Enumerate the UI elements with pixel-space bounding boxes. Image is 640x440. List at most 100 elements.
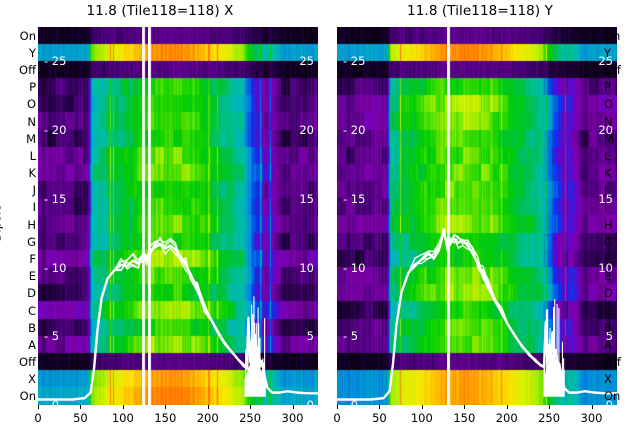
- panel-y-plot-area[interactable]: - 25 - 20 - 15 - 10 - 5 - 0 25 20 15 10 5 0: [337, 27, 617, 405]
- y-category-label-left-l-7: L: [29, 148, 36, 163]
- y-category-label-left-k-8: K: [28, 166, 36, 180]
- panel-y-xtick-mark: [506, 405, 508, 409]
- panel-y-xtick-label: 200: [495, 411, 518, 425]
- panel-x-xtick-mark: [292, 405, 294, 409]
- inner-ytick-label: 10: [299, 260, 314, 275]
- inner-ytick-label: - 0: [343, 398, 359, 405]
- y-category-label-right-j-9: J: [604, 183, 608, 198]
- panel-y-xtick-label: 50: [372, 411, 387, 425]
- y-category-label-left-d-15: D: [27, 286, 36, 301]
- panel-x-xtick-mark: [250, 405, 252, 409]
- inner-ytick-label: - 20: [44, 123, 67, 138]
- panel-y-xtick-mark: [379, 405, 381, 409]
- y-category-label-left-j-9: J: [32, 183, 36, 198]
- y-category-label-left-h-11: H: [27, 217, 36, 232]
- y-category-label-left-f-13: F: [29, 252, 36, 266]
- panel-x-xtick-label: 200: [196, 411, 219, 425]
- y-category-label-right-h-11: H: [604, 217, 613, 232]
- y-category-label-right-e-14: E: [604, 269, 612, 284]
- y-category-label-left-off-19: Off: [19, 355, 36, 369]
- panel-y-xtick-mark: [464, 405, 466, 409]
- inner-ytick-label: 10: [598, 260, 613, 275]
- panel-y-xtick-mark: [549, 405, 551, 409]
- y-category-label-right-i-10: I: [604, 200, 608, 215]
- inner-ytick-label: - 25: [44, 54, 67, 69]
- inner-ytick-label: 25: [598, 54, 613, 69]
- y-category-label-left-e-14: E: [28, 269, 36, 284]
- y-category-label-right-on-0: On: [604, 28, 621, 43]
- y-category-label-right-g-12: G: [604, 234, 613, 249]
- panel-x-xaxis: 0 50 100 150 200 250 300: [34, 405, 318, 435]
- panel-x-xtick-mark: [165, 405, 167, 409]
- y-category-label-right-f-13: F: [604, 252, 611, 266]
- inner-ytick-label: - 15: [44, 191, 67, 206]
- panel-y-title: 11.8 (Tile118=118) Y: [407, 3, 553, 19]
- inner-ytick-label: - 5: [343, 329, 359, 344]
- y-category-label-left-on-21: On: [19, 389, 36, 404]
- y-category-label-left-g-12: G: [27, 234, 36, 249]
- y-category-label-left-y-1: Y: [28, 45, 36, 60]
- panel-x-xtick-label: 250: [239, 411, 262, 425]
- y-category-label-left-m-6: M: [26, 131, 36, 146]
- y-category-label-right-y-1: Y: [604, 45, 612, 60]
- y-category-label-left-o-4: O: [26, 97, 36, 112]
- y-category-label-left-n-5: N: [27, 114, 36, 129]
- y-category-label-right-k-8: K: [604, 166, 612, 180]
- y-category-label-right-off-19: Off: [604, 355, 621, 369]
- panel-x-xtick-mark: [122, 405, 124, 409]
- panel-x-xtick-label: 150: [154, 411, 177, 425]
- inner-ytick-label: - 0: [44, 398, 60, 405]
- y-category-label-right-x-20: X: [604, 372, 612, 387]
- y-category-label-right-a-18: A: [604, 337, 612, 352]
- inner-ytick-label: 5: [306, 329, 314, 344]
- y-category-labels-right: On Y Off P O N M L K J I H G F E D C B A Off X On: [604, 27, 638, 405]
- panel-y-xtick-mark: [591, 405, 593, 409]
- panel-y-xtick-mark: [421, 405, 423, 409]
- y-category-label-right-b-17: B: [604, 320, 612, 335]
- panel-y-xaxis: 0 50 100 150 200 250 300: [333, 405, 617, 435]
- panel-x-xtick-mark: [38, 405, 39, 409]
- inner-ytick-label: - 15: [343, 191, 366, 206]
- panel-y-xtick-label: 100: [410, 411, 433, 425]
- panel-x-title: 11.8 (Tile118=118) X: [86, 3, 234, 19]
- inner-ytick-label: - 10: [44, 260, 67, 275]
- panel-y-xtick-label: 0: [333, 411, 341, 425]
- inner-ytick-label: 15: [299, 191, 314, 206]
- y-category-label-left-a-18: A: [28, 337, 36, 352]
- y-category-label-right-on-21: On: [604, 389, 621, 404]
- y-category-label-right-d-15: D: [604, 286, 613, 301]
- inner-ytick-label: 20: [299, 123, 314, 138]
- inner-ytick-label: - 25: [343, 54, 366, 69]
- panel-x: 11.8 (Tile118=118) X - 25 - 20 - 15 - 10 - 5…: [34, 3, 318, 435]
- panel-x-xtick-label: 100: [111, 411, 134, 425]
- y-category-label-left-off-2: Off: [19, 63, 36, 77]
- panel-x-xtick-label: 0: [34, 411, 42, 425]
- y-category-label-left-p-3: P: [29, 80, 36, 95]
- panel-y-heatmap: [337, 27, 617, 405]
- panel-y-xtick-label: 150: [453, 411, 476, 425]
- panel-y-xtick-label: 300: [580, 411, 603, 425]
- inner-ytick-label: - 20: [343, 123, 366, 138]
- y-category-label-right-off-2: Off: [604, 63, 621, 77]
- panel-y: 11.8 (Tile118=118) Y - 25 - 20 - 15 - 10 - 5…: [320, 0, 640, 440]
- y-category-label-right-o-4: O: [604, 97, 614, 112]
- y-category-label-left-on-0: On: [19, 28, 36, 43]
- y-category-label-right-l-7: L: [604, 148, 611, 163]
- panel-x-xtick-mark: [207, 405, 209, 409]
- y-category-label-left-x-20: X: [28, 372, 36, 387]
- inner-ytick-label: 25: [299, 54, 314, 69]
- y-category-label-left-c-16: C: [27, 303, 36, 318]
- panel-x-xtick-label: 50: [73, 411, 88, 425]
- panel-x-xtick-mark: [80, 405, 82, 409]
- panel-x-plot-area[interactable]: - 25 - 20 - 15 - 10 - 5 - 0 25 20 15 10 5 0: [38, 27, 318, 405]
- inner-ytick-label: - 10: [343, 260, 366, 275]
- y-category-label-left-i-10: I: [32, 200, 36, 215]
- inner-ytick-label: 5: [605, 329, 613, 344]
- inner-ytick-label: 0: [605, 398, 613, 405]
- inner-ytick-label: - 5: [44, 329, 60, 344]
- panel-x-heatmap: [38, 27, 318, 405]
- y-category-label-right-n-5: N: [604, 114, 613, 129]
- inner-ytick-label: 20: [598, 123, 613, 138]
- y-category-label-right-m-6: M: [604, 131, 614, 146]
